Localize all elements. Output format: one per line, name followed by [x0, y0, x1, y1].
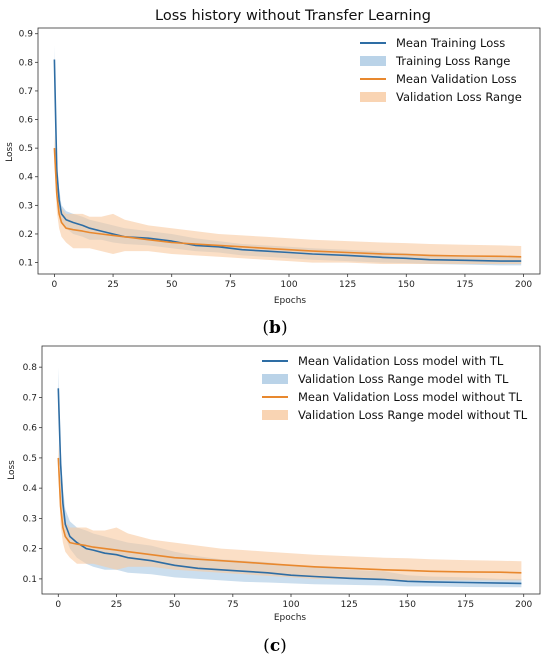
chart-b-legend-band-swatch: [360, 92, 386, 102]
chart-c-band-3: [58, 442, 522, 581]
chart-b-x-tick-label: 200: [515, 280, 532, 290]
chart-c-x-tick-label: 200: [515, 600, 532, 610]
chart-b-y-tick-label: 0.3: [19, 201, 33, 211]
chart-c-x-tick-label: 50: [169, 600, 181, 610]
chart-b-y-tick-label: 0.9: [19, 30, 34, 40]
chart-c-x-tick-label: 75: [227, 600, 238, 610]
chart-b-x-tick-label: 75: [225, 280, 236, 290]
chart-b-y-tick-label: 0.5: [19, 144, 33, 154]
chart-b-y-tick-label: 0.8: [19, 58, 34, 68]
chart-c-y-tick-label: 0.6: [23, 424, 38, 434]
chart-b-legend-label: Mean Training Loss: [396, 36, 505, 50]
chart-c-y-tick-label: 0.3: [23, 514, 37, 524]
chart-c-y-tick-label: 0.5: [23, 454, 37, 464]
chart-b-legend-label: Validation Loss Range: [396, 90, 522, 104]
chart-b-line-2: [53, 148, 522, 258]
chart-b-legend-band-swatch: [360, 56, 386, 66]
chart-c-x-tick-label: 0: [55, 600, 61, 610]
chart-b-band-3: [54, 133, 522, 264]
chart-c-line-0: [57, 388, 522, 585]
chart-b-x-tick-label: 125: [339, 280, 356, 290]
chart-b-caption: (b): [262, 318, 287, 338]
chart-b-x-tick-label: 100: [280, 280, 297, 290]
chart-c-y-tick-label: 0.8: [23, 363, 38, 373]
chart-c-y-tick-label: 0.1: [23, 575, 37, 585]
chart-b-legend-label: Training Loss Range: [395, 54, 510, 68]
chart-c-plot-area: 0 25 50 75 100 125 150 175 200 0.1 0.2 0.3 0.4 0.5 0.6…: [23, 345, 541, 610]
chart-c-x-tick-label: 25: [111, 600, 122, 610]
chart-c-legend-label: Validation Loss Range model without TL: [298, 408, 528, 422]
chart-c-x-tick-label: 100: [282, 600, 299, 610]
chart-c-y-tick-label: 0.7: [23, 393, 37, 403]
chart-c-caption: (c): [263, 636, 287, 656]
chart-b-y-tick-label: 0.1: [19, 259, 33, 269]
chart-b-x-axis-label: Epochs: [274, 296, 307, 306]
chart-c-x-tick-label: 175: [457, 600, 474, 610]
chart-b-x-tick-label: 25: [107, 280, 118, 290]
chart-b-plot-area: 0 25 50 75 100 125 150 175 200 0.1 0.2 0.3 0.4 0.5 0.6…: [19, 27, 541, 290]
chart-c-legend-label: Validation Loss Range model with TL: [298, 372, 509, 386]
chart-b-legend-label: Mean Validation Loss: [396, 72, 517, 86]
chart-b-x-tick-label: 150: [398, 280, 415, 290]
chart-c-legend-label: Mean Validation Loss model without TL: [298, 390, 523, 404]
chart-c-y-tick-label: 0.4: [23, 484, 38, 494]
chart-c-x-axis-label: Epochs: [274, 613, 307, 623]
chart-c-x-tick-label: 125: [341, 600, 358, 610]
chart-b-y-tick-label: 0.2: [19, 230, 33, 240]
chart-b-y-tick-label: 0.4: [19, 173, 34, 183]
chart-b-y-tick-label: 0.6: [19, 116, 34, 126]
chart-b-x-tick-label: 175: [456, 280, 473, 290]
chart-b-y-axis-label: Loss: [5, 142, 15, 162]
chart-b-x-tick-label: 50: [166, 280, 178, 290]
chart-c-line-2: [57, 457, 522, 574]
chart-c-y-axis-label: Loss: [7, 460, 17, 480]
chart-c-x-tick-label: 150: [399, 600, 416, 610]
chart-c-legend-band-swatch: [262, 410, 288, 420]
chart-c-y-tick-label: 0.2: [23, 545, 37, 555]
chart-b-y-tick-label: 0.7: [19, 87, 33, 97]
chart-c-legend-label: Mean Validation Loss model with TL: [298, 354, 504, 368]
chart-c-legend-band-swatch: [262, 374, 288, 384]
chart-b-x-tick-label: 0: [52, 280, 58, 290]
chart-b-title: Loss history without Transfer Learning: [155, 8, 431, 24]
